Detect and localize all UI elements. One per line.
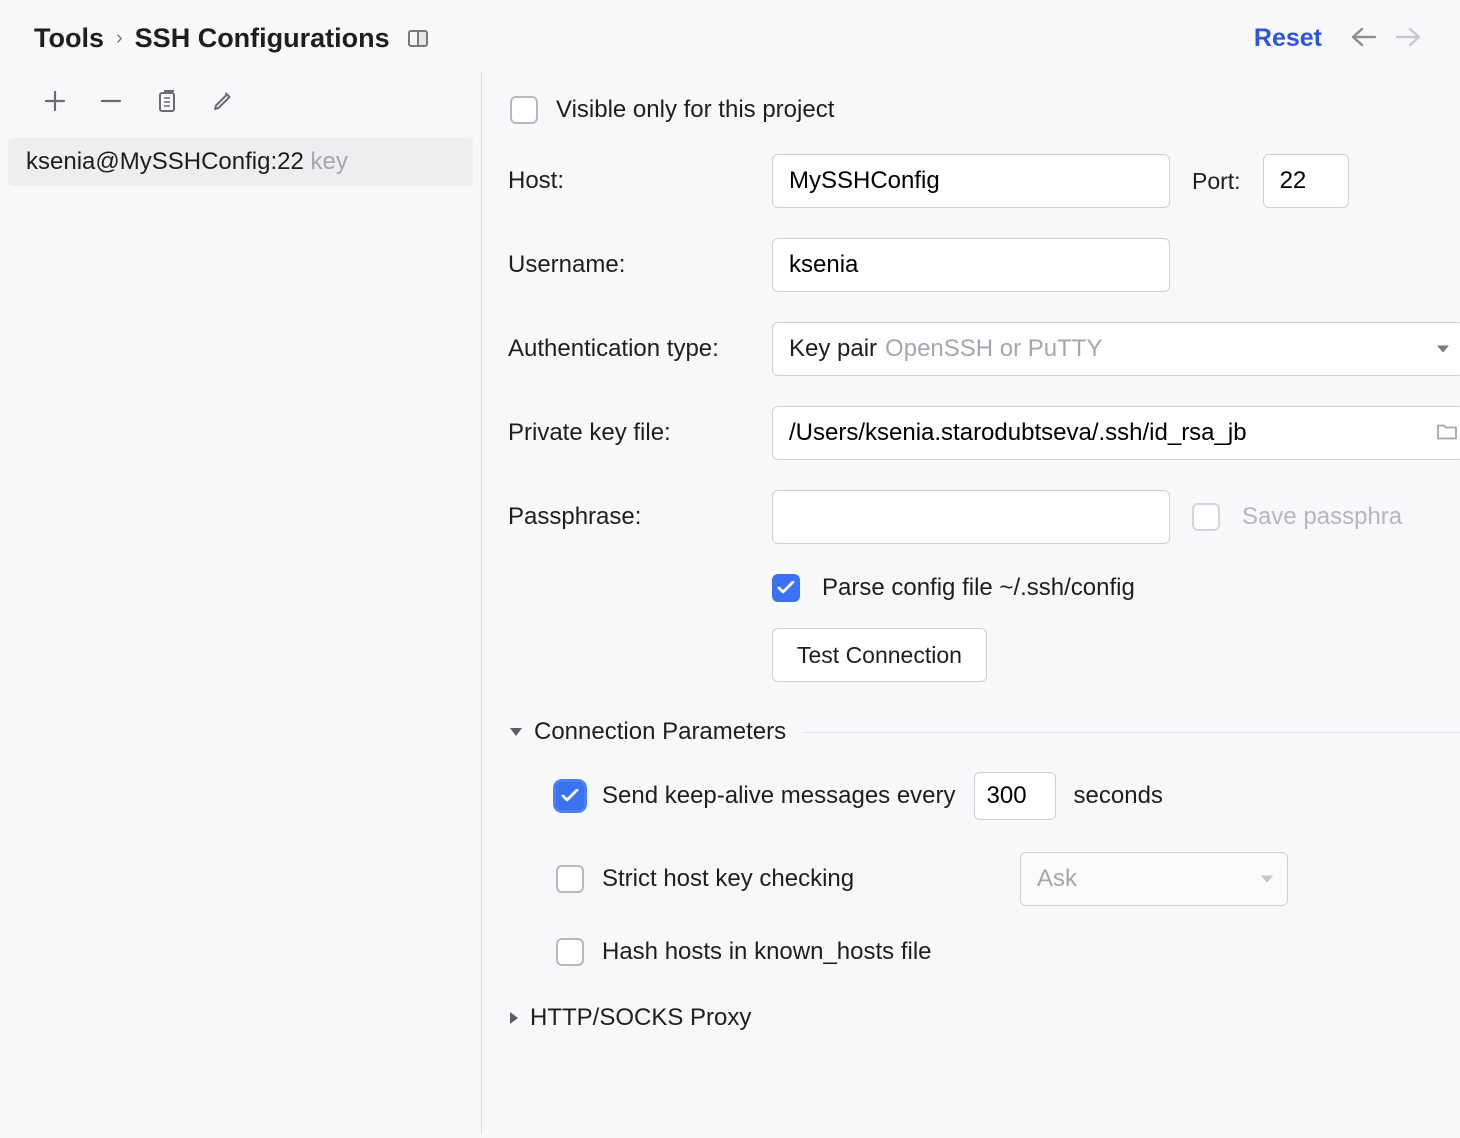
project-scope-icon [408, 30, 428, 47]
copy-icon[interactable] [152, 86, 182, 116]
config-item-suffix: key [311, 148, 348, 175]
proxy-section: HTTP/SOCKS Proxy [504, 1004, 1460, 1032]
breadcrumb-current: SSH Configurations [135, 23, 390, 54]
visible-only-label: Visible only for this project [556, 96, 834, 124]
nav-forward-icon [1386, 22, 1432, 54]
breadcrumb: Tools › SSH Configurations [34, 23, 1254, 54]
browse-file-icon[interactable] [1436, 420, 1458, 447]
keepalive-pre-label: Send keep-alive messages every [602, 782, 956, 810]
nav-back-icon[interactable] [1340, 22, 1386, 54]
chevron-right-icon [510, 1012, 518, 1024]
config-form: Visible only for this project Host: Port… [482, 72, 1460, 1134]
auth-type-select[interactable]: Key pair OpenSSH or PuTTY [772, 322, 1460, 376]
username-label: Username: [504, 251, 772, 279]
auth-type-hint: OpenSSH or PuTTY [885, 335, 1102, 363]
connection-params-title: Connection Parameters [534, 718, 786, 746]
breadcrumb-root[interactable]: Tools [34, 23, 104, 54]
auth-type-value: Key pair [789, 335, 877, 363]
section-divider [804, 732, 1460, 733]
hash-hosts-checkbox[interactable] [556, 938, 584, 966]
auth-type-label: Authentication type: [504, 335, 772, 363]
private-key-label: Private key file: [504, 419, 772, 447]
host-input[interactable] [772, 154, 1170, 208]
strict-host-mode-select: Ask [1020, 852, 1288, 906]
settings-header: Tools › SSH Configurations Reset [0, 0, 1460, 72]
save-passphrase-checkbox[interactable] [1192, 503, 1220, 531]
remove-icon[interactable] [96, 86, 126, 116]
add-icon[interactable] [40, 86, 70, 116]
port-label: Port: [1192, 168, 1241, 195]
config-list-item[interactable]: ksenia@MySSHConfig:22 key [8, 138, 473, 186]
port-input[interactable] [1263, 154, 1349, 208]
strict-host-checkbox[interactable] [556, 865, 584, 893]
visible-only-checkbox[interactable] [510, 96, 538, 124]
configurations-sidebar: ksenia@MySSHConfig:22 key [0, 72, 482, 1134]
host-label: Host: [504, 167, 772, 195]
keepalive-interval-input[interactable] [974, 772, 1056, 820]
passphrase-input[interactable] [772, 490, 1170, 544]
username-input[interactable] [772, 238, 1170, 292]
test-connection-button[interactable]: Test Connection [772, 628, 987, 682]
parse-config-label: Parse config file ~/.ssh/config [822, 574, 1135, 602]
proxy-header[interactable]: HTTP/SOCKS Proxy [504, 1004, 1460, 1032]
sidebar-toolbar [0, 80, 481, 138]
connection-params-header[interactable]: Connection Parameters [504, 718, 1460, 746]
connection-params-section: Connection Parameters Send keep-alive me… [504, 718, 1460, 966]
strict-host-mode-value: Ask [1037, 865, 1077, 893]
passphrase-label: Passphrase: [504, 503, 772, 531]
strict-host-label: Strict host key checking [602, 865, 1002, 893]
breadcrumb-separator: › [116, 27, 123, 50]
save-passphrase-label: Save passphra [1242, 503, 1402, 531]
reset-button[interactable]: Reset [1254, 24, 1322, 53]
proxy-title: HTTP/SOCKS Proxy [530, 1004, 751, 1032]
keepalive-post-label: seconds [1074, 782, 1163, 810]
config-item-label: ksenia@MySSHConfig:22 [26, 148, 304, 175]
hash-hosts-label: Hash hosts in known_hosts file [602, 938, 932, 966]
chevron-down-icon [510, 728, 522, 736]
private-key-input[interactable] [772, 406, 1460, 460]
keepalive-checkbox[interactable] [556, 782, 584, 810]
edit-icon[interactable] [208, 86, 238, 116]
parse-config-checkbox[interactable] [772, 574, 800, 602]
